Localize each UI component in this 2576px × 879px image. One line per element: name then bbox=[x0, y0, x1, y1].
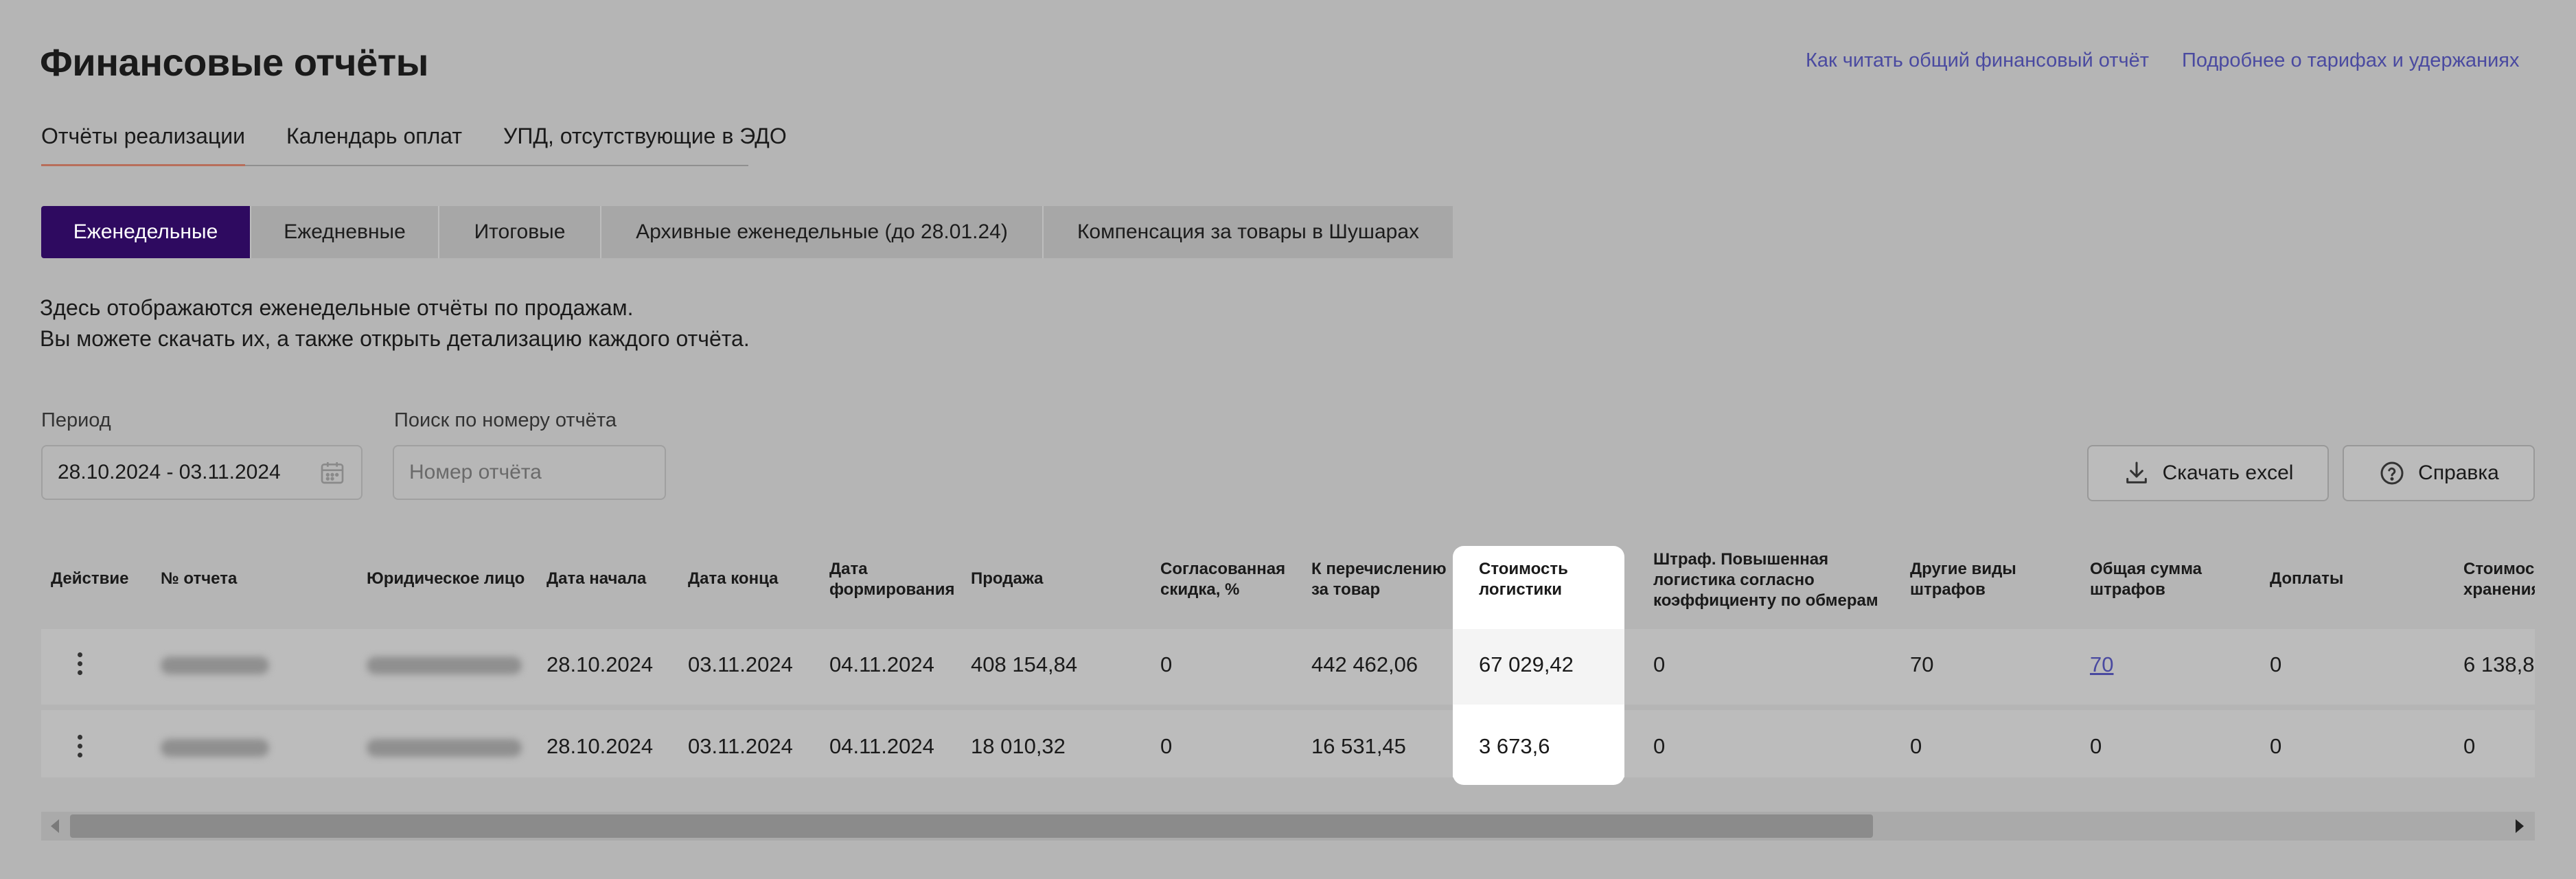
tab-payment-calendar[interactable]: Календарь оплат bbox=[286, 124, 462, 148]
col-header-storage-cost: Стоимость хранения bbox=[2463, 560, 2535, 599]
legal-entity-redacted bbox=[367, 657, 522, 674]
page-description: Здесь отображаются еженедельные отчёты п… bbox=[40, 293, 750, 354]
description-line-1: Здесь отображаются еженедельные отчёты п… bbox=[40, 295, 634, 320]
col-header-start-date: Дата начала bbox=[547, 569, 647, 588]
cell-sale: 408 154,84 bbox=[971, 652, 1078, 676]
legal-entity-redacted bbox=[367, 739, 522, 757]
cell-end-date: 03.11.2024 bbox=[688, 652, 793, 676]
row-action-kebab-icon[interactable] bbox=[78, 652, 82, 675]
period-value: 28.10.2024 - 03.11.2024 bbox=[58, 461, 281, 483]
cell-start-date: 28.10.2024 bbox=[547, 734, 654, 758]
download-excel-label: Скачать excel bbox=[2162, 461, 2294, 484]
cell-logistics-penalty: 0 bbox=[1653, 734, 1666, 758]
cell-total-penalties-link[interactable]: 70 bbox=[2090, 652, 2114, 676]
col-header-total-penalties: Общая сумма штрафов bbox=[2090, 560, 2202, 599]
col-header-report-number: № отчета bbox=[161, 569, 238, 588]
col-header-to-transfer: К перечислению за товар bbox=[1311, 560, 1447, 599]
scroll-right-arrow-icon[interactable] bbox=[2516, 819, 2524, 833]
cell-surcharges: 0 bbox=[2270, 652, 2282, 676]
report-number-redacted bbox=[161, 739, 269, 757]
cell-discount: 0 bbox=[1160, 734, 1173, 758]
col-header-created-date: Дата формирования bbox=[829, 560, 955, 599]
description-line-2: Вы можете скачать их, а также открыть де… bbox=[40, 326, 750, 351]
cell-to-transfer: 16 531,45 bbox=[1311, 734, 1406, 758]
report-period-segments: Еженедельные Ежедневные Итоговые Архивны… bbox=[41, 206, 1453, 258]
col-header-action: Действие bbox=[51, 569, 129, 588]
segment-daily[interactable]: Ежедневные bbox=[251, 206, 439, 258]
cell-storage-cost: 6 138,8 bbox=[2463, 652, 2535, 676]
col-header-end-date: Дата конца bbox=[688, 569, 779, 588]
help-label: Справка bbox=[2418, 461, 2499, 484]
report-search-label: Поиск по номеру отчёта bbox=[394, 409, 617, 431]
cell-created-date: 04.11.2024 bbox=[829, 652, 934, 676]
tariffs-info-link[interactable]: Подробнее о тарифах и удержаниях bbox=[2182, 49, 2520, 71]
period-label: Период bbox=[41, 409, 111, 431]
help-button[interactable]: Справка bbox=[2343, 445, 2535, 501]
cell-created-date: 04.11.2024 bbox=[829, 734, 934, 758]
segment-shushary-compensation[interactable]: Компенсация за товары в Шушарах bbox=[1044, 206, 1453, 258]
cell-start-date: 28.10.2024 bbox=[547, 652, 654, 676]
tab-upd-missing-edo[interactable]: УПД, отсутствующие в ЭДО bbox=[503, 124, 787, 148]
cell-logistics-cost: 3 673,6 bbox=[1479, 734, 1550, 758]
report-number-search[interactable] bbox=[393, 445, 666, 500]
question-circle-icon bbox=[2378, 459, 2406, 487]
period-date-picker[interactable]: 28.10.2024 - 03.11.2024 bbox=[41, 445, 363, 500]
scroll-left-arrow-icon[interactable] bbox=[51, 819, 59, 833]
col-header-discount: Согласованная скидка, % bbox=[1160, 560, 1286, 599]
col-header-logistics-cost: Стоимость логистики bbox=[1479, 560, 1568, 599]
cell-total-penalties: 0 bbox=[2090, 734, 2102, 758]
segment-archive-weekly[interactable]: Архивные еженедельные (до 28.01.24) bbox=[601, 206, 1044, 258]
how-to-read-report-link[interactable]: Как читать общий финансовый отчёт bbox=[1806, 49, 2149, 71]
scrollbar-thumb[interactable] bbox=[70, 814, 1873, 838]
row-action-kebab-icon[interactable] bbox=[78, 735, 82, 757]
download-icon bbox=[2123, 459, 2150, 487]
calendar-icon[interactable] bbox=[319, 459, 346, 486]
col-header-other-penalties: Другие виды штрафов bbox=[1910, 560, 2016, 599]
segment-final[interactable]: Итоговые bbox=[439, 206, 601, 258]
cell-discount: 0 bbox=[1160, 652, 1173, 676]
cell-other-penalties: 70 bbox=[1910, 652, 1934, 676]
col-header-sale: Продажа bbox=[971, 569, 1044, 588]
cell-to-transfer: 442 462,06 bbox=[1311, 652, 1418, 676]
cell-logistics-penalty: 0 bbox=[1653, 652, 1666, 676]
segment-weekly[interactable]: Еженедельные bbox=[41, 206, 251, 258]
cell-surcharges: 0 bbox=[2270, 734, 2282, 758]
report-number-input[interactable] bbox=[409, 461, 665, 484]
cell-logistics-cost: 67 029,42 bbox=[1479, 652, 1574, 676]
col-header-surcharges: Доплаты bbox=[2270, 569, 2344, 588]
col-header-logistics-penalty: Штраф. Повышенная логистика согласно коэ… bbox=[1653, 550, 1878, 610]
cell-sale: 18 010,32 bbox=[971, 734, 1066, 758]
page-title: Финансовые отчёты bbox=[40, 41, 428, 84]
cell-other-penalties: 0 bbox=[1910, 734, 1922, 758]
logistics-cell-bg bbox=[1453, 629, 1624, 705]
tab-sales-reports[interactable]: Отчёты реализации bbox=[41, 122, 246, 166]
report-tabs: Отчёты реализации Календарь оплат УПД, о… bbox=[41, 122, 787, 166]
download-excel-button[interactable]: Скачать excel bbox=[2087, 445, 2329, 501]
logistics-cell-bg bbox=[1453, 710, 1624, 777]
col-header-legal-entity: Юридическое лицо bbox=[367, 569, 525, 588]
cell-end-date: 03.11.2024 bbox=[688, 734, 793, 758]
report-number-redacted bbox=[161, 657, 269, 674]
cell-storage-cost: 0 bbox=[2463, 734, 2476, 758]
